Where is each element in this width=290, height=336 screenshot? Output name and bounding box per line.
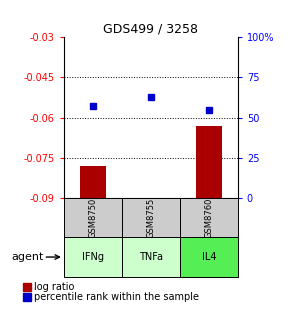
Bar xyxy=(180,198,238,237)
Bar xyxy=(64,198,122,237)
Bar xyxy=(64,237,122,277)
Bar xyxy=(122,237,180,277)
Text: TNFa: TNFa xyxy=(139,252,163,262)
Text: IFNg: IFNg xyxy=(82,252,104,262)
Bar xyxy=(80,166,106,198)
Text: GSM8750: GSM8750 xyxy=(88,198,97,238)
Bar xyxy=(196,126,222,198)
Text: GSM8760: GSM8760 xyxy=(204,197,213,238)
Bar xyxy=(122,198,180,237)
Text: log ratio: log ratio xyxy=(34,282,75,292)
Bar xyxy=(138,198,164,204)
Text: agent: agent xyxy=(12,252,44,262)
Bar xyxy=(180,237,238,277)
Text: percentile rank within the sample: percentile rank within the sample xyxy=(34,292,199,302)
Title: GDS499 / 3258: GDS499 / 3258 xyxy=(103,23,198,36)
Text: IL4: IL4 xyxy=(202,252,216,262)
Text: GSM8755: GSM8755 xyxy=(146,198,155,238)
